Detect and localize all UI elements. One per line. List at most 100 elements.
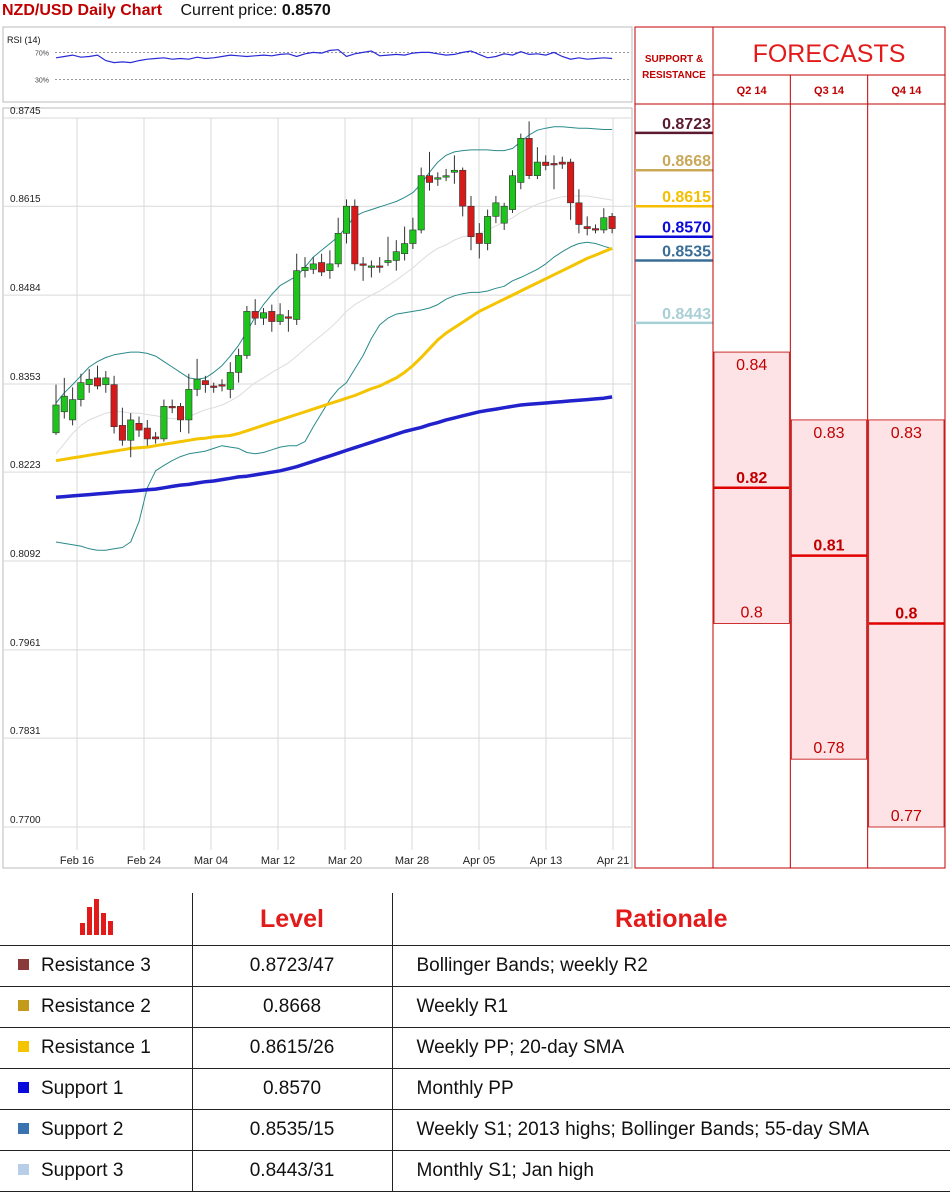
candle-body [591,228,599,231]
candle-body [600,217,608,231]
level-value: 0.8443/31 [191,1150,392,1192]
candle-body [276,314,284,322]
sr-level-label: 0.8615 [662,189,711,206]
candle-body [492,202,500,217]
level-name: Resistance 2 [41,996,151,1017]
chart-title: NZD/USD Daily Chart [2,2,163,19]
x-tick-label: Apr 13 [530,855,562,867]
rsi-tick-70: 70% [35,50,49,57]
candle-body [201,380,209,385]
level-swatch [18,1041,29,1052]
candle-body [367,265,375,268]
candle-body [517,138,525,183]
forecast-quarter-label: Q3 14 [814,85,845,97]
levels-table: Level Rationale Resistance 3 0.8723/47 Bol… [0,893,950,1192]
forecast-low-label: 0.8 [741,604,763,621]
candle-body [177,406,185,421]
candle-body [85,378,93,385]
candle-body [351,205,359,265]
y-tick-label: 0.8615 [10,194,41,205]
candle-body [450,169,458,173]
rsi-tick-30: 30% [35,78,49,85]
y-tick-label: 0.8223 [10,460,41,471]
level-rationale: Weekly S1; 2013 highs; Bollinger Bands; … [391,1109,950,1151]
forecast-median-label: 0.8 [895,605,917,622]
chart-logo-cell [0,893,192,946]
forecast-title: FORECASTS [753,40,906,68]
price-label: Current price: [180,2,278,19]
x-tick-label: Mar 20 [328,855,362,867]
sr-level-label: 0.8723 [662,116,711,133]
level-name-cell: Support 1 [0,1068,192,1110]
candle-body [210,385,218,388]
candle-body [168,406,176,409]
table-row: Resistance 1 0.8615/26 Weekly PP; 20-day S… [0,1027,950,1069]
sr-column [634,26,714,869]
x-tick-label: Mar 12 [261,855,295,867]
candle-body [608,216,616,229]
table-row: Resistance 3 0.8723/47 Bollinger Bands; we… [0,945,950,987]
level-swatch [18,1082,29,1093]
candle-body [52,404,60,434]
level-rationale: Weekly PP; 20-day SMA [391,1027,950,1069]
y-tick-label: 0.8092 [10,549,41,560]
forecast-low-label: 0.77 [891,808,922,825]
bollinger-lower-line [55,241,613,551]
forecast-quarter-label: Q2 14 [737,85,768,97]
candle-body [575,202,583,225]
candle-body [268,311,276,322]
table-row: Support 3 0.8443/31 Monthly S1; Jan high [0,1150,950,1192]
candle-body [318,262,326,273]
level-value: 0.8723/47 [191,945,392,987]
candle-body [425,175,433,183]
level-name: Resistance 3 [41,955,151,976]
x-tick-label: Apr 21 [597,855,629,867]
level-rationale: Monthly S1; Jan high [391,1150,950,1192]
level-name: Support 1 [41,1078,124,1099]
candle-body [293,270,301,320]
level-value: 0.8570 [191,1068,392,1110]
candle-body [342,205,350,234]
level-name: Support 2 [41,1119,124,1140]
forecast-median-label: 0.82 [736,470,767,487]
level-name: Support 3 [41,1160,124,1181]
candle-body [118,425,126,441]
sma20-line [55,195,613,455]
candle-body [542,161,550,166]
level-rationale: Weekly R1 [391,986,950,1028]
level-swatch [18,959,29,970]
candle-body [309,263,317,270]
x-tick-label: Mar 04 [194,855,228,867]
candle-body [326,263,334,271]
candle-body [193,378,201,390]
chart-header: NZD/USD Daily Chart Current price: 0.857… [2,2,331,24]
candle-body [484,216,492,244]
forecast-range [790,419,868,760]
candle-body [401,243,409,254]
forecast-high-label: 0.83 [813,425,844,442]
candle-body [500,205,508,224]
candle-body [459,169,467,207]
level-rationale: Monthly PP [391,1068,950,1110]
candle-body [160,406,168,440]
forecast-median-label: 0.81 [813,538,844,555]
candle-body [94,377,102,387]
x-tick-label: Feb 16 [60,855,94,867]
level-name: Resistance 1 [41,1037,151,1058]
price-panel [2,107,633,869]
candle-body [143,427,151,440]
chart-canvas: RSI (14) 70% 30% 0.8745 0.8615 0.8484 0.8353 0.… [2,26,946,869]
candle-body [60,395,68,413]
candle-body [226,372,234,390]
level-value: 0.8668 [191,986,392,1028]
candle-body [235,355,243,373]
bar-chart-icon [79,898,113,935]
candle-body [376,265,384,268]
x-tick-label: Apr 05 [463,855,495,867]
candle-body [417,175,425,231]
candle-body [301,266,309,271]
sr-level-label: 0.8668 [662,153,711,170]
candle-body [558,161,566,165]
candle-body [475,233,483,244]
forecast-high-label: 0.83 [891,425,922,442]
